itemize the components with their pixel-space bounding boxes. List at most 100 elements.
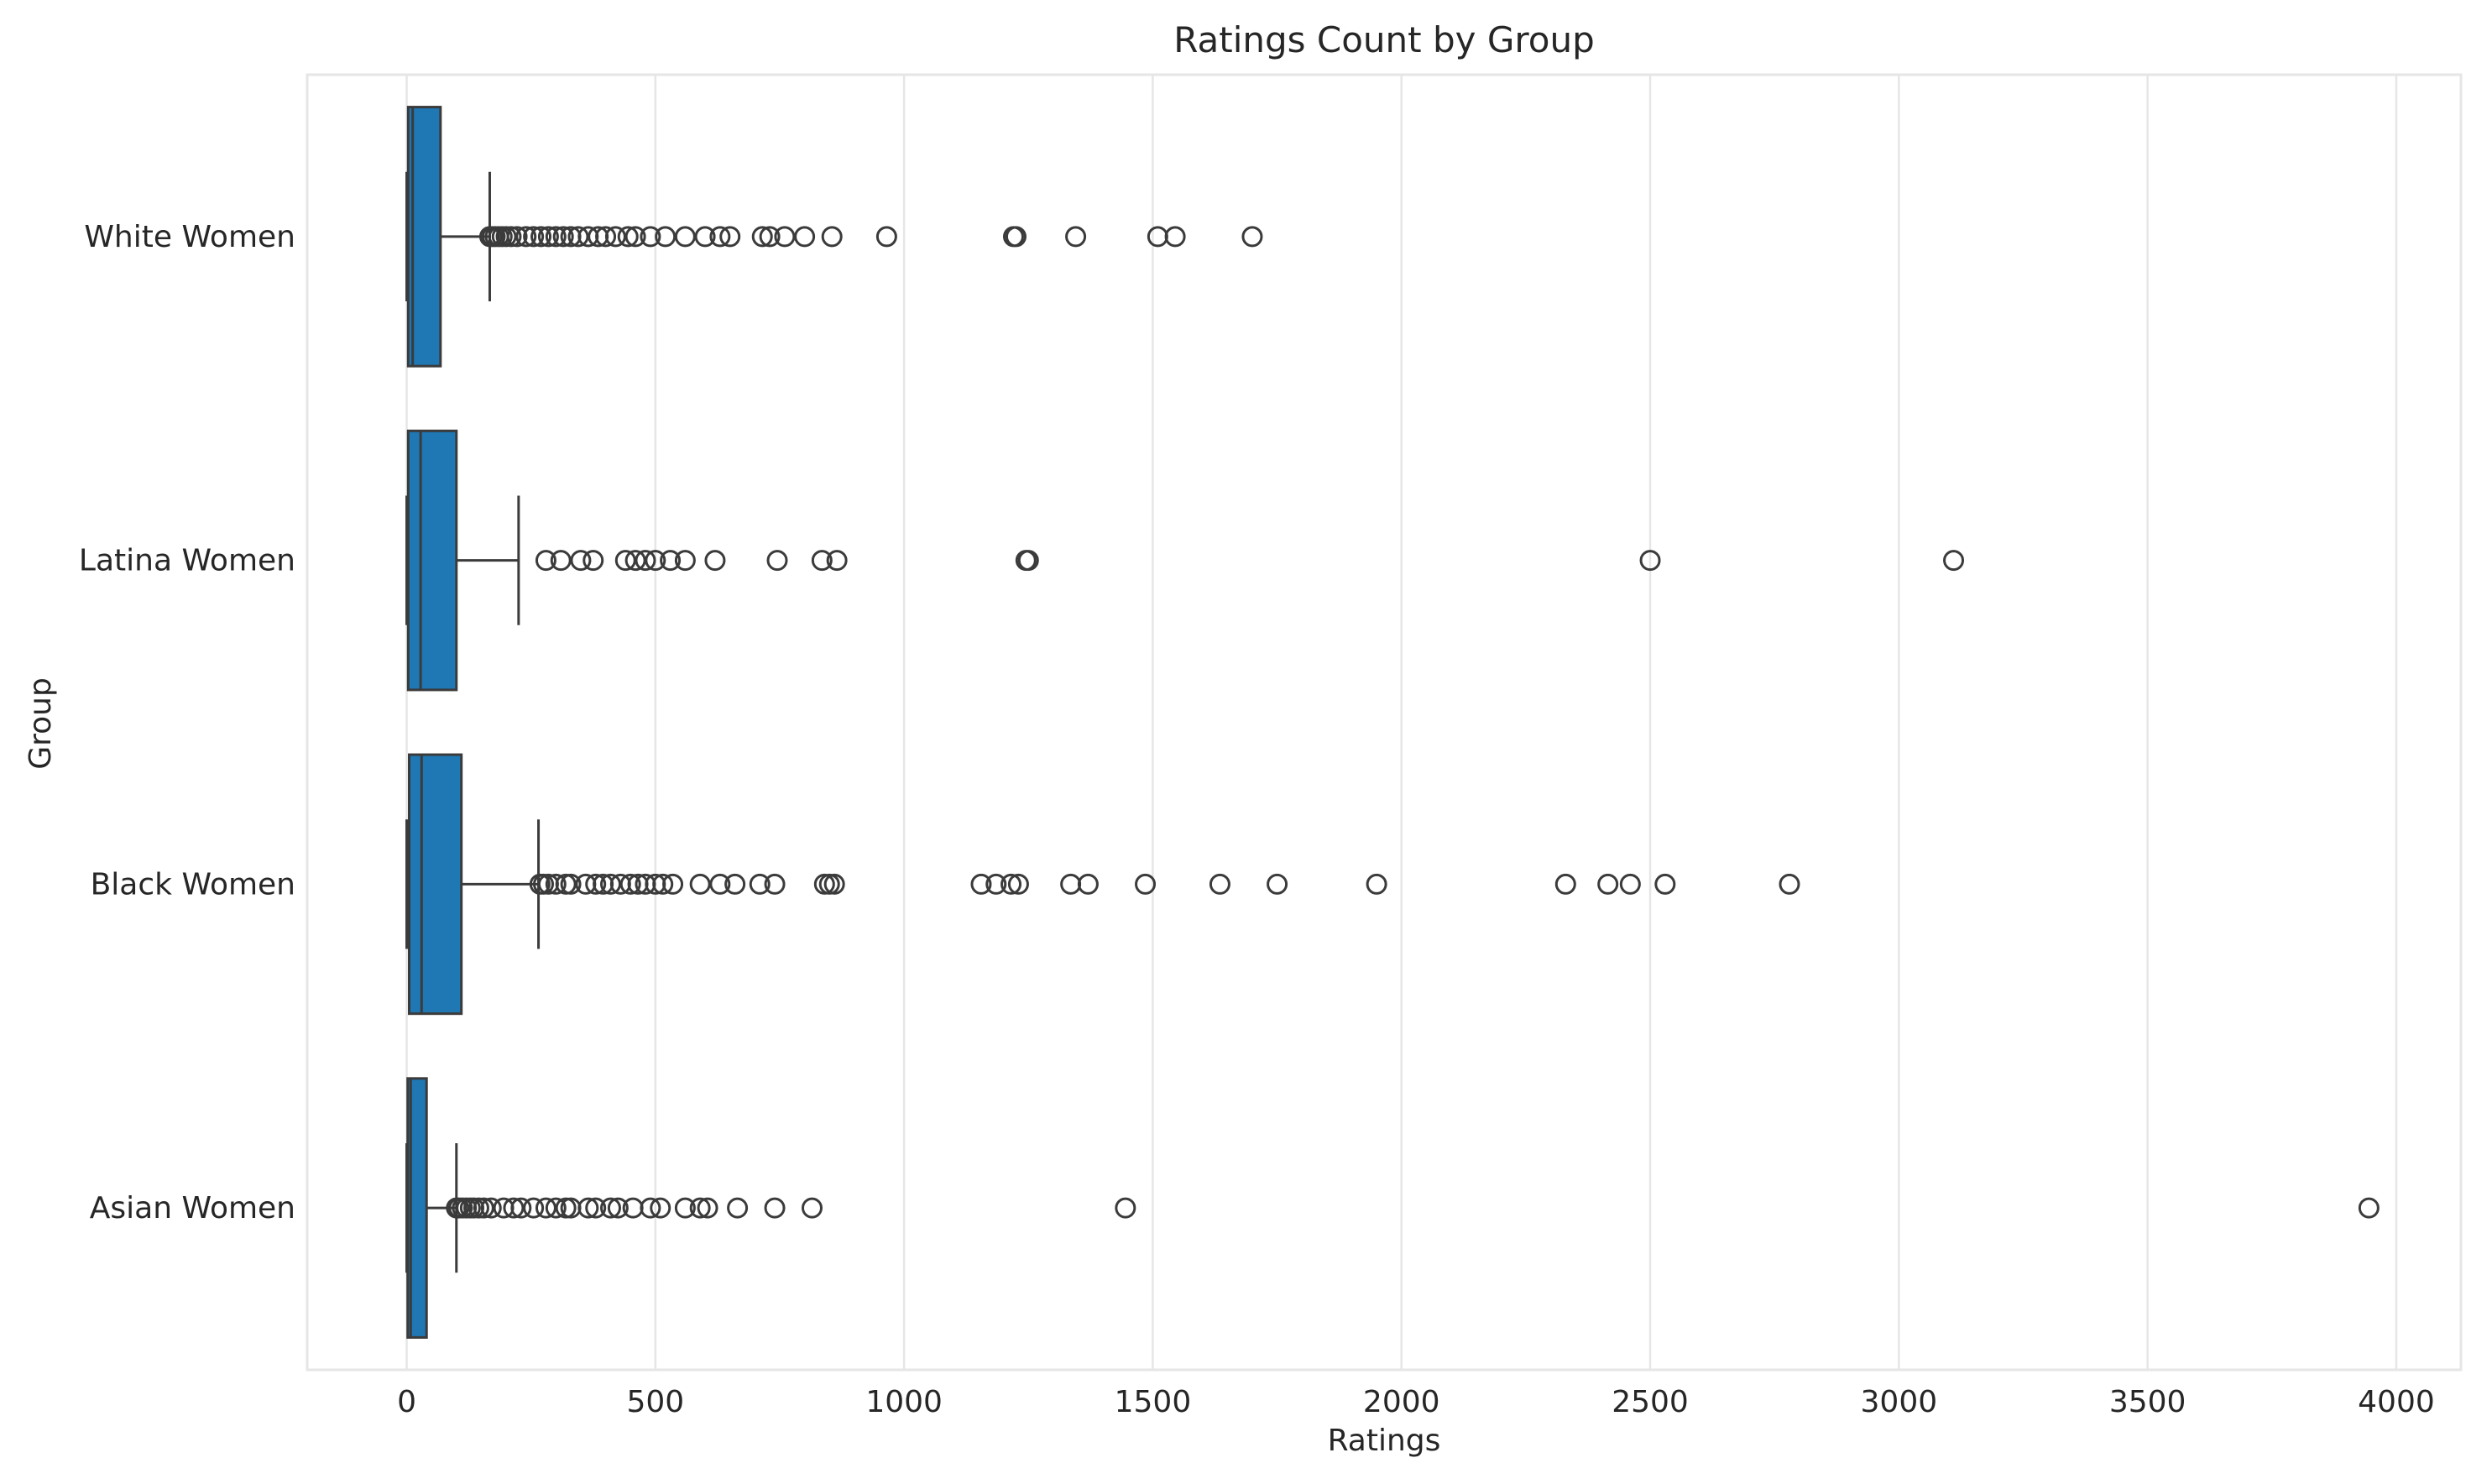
outlier-point <box>764 873 786 895</box>
outlier-point <box>652 873 674 895</box>
iqr-box <box>406 429 458 692</box>
outlier-point <box>560 873 582 895</box>
outlier-point <box>535 550 556 572</box>
outlier-point <box>1654 873 1676 895</box>
outlier-point <box>595 226 617 248</box>
box-series <box>405 106 2380 1339</box>
outlier-point <box>607 1197 629 1219</box>
x-tick-label: 3000 <box>1861 1385 1938 1419</box>
outlier-point <box>774 226 796 248</box>
outlier-point <box>1115 1197 1136 1219</box>
outlier-point <box>985 873 1007 895</box>
outlier-point <box>766 550 788 572</box>
outlier-point <box>1366 873 1387 895</box>
outlier-point <box>585 873 607 895</box>
y-category-label: Latina Women <box>79 544 295 578</box>
outlier-point <box>749 873 771 895</box>
outlier-point <box>689 873 711 895</box>
x-tick-label: 2500 <box>1612 1385 1689 1419</box>
outlier-point <box>530 226 552 248</box>
y-category-label: Asian Women <box>90 1191 295 1225</box>
outlier-point <box>599 873 621 895</box>
y-category-label: Black Women <box>91 867 295 901</box>
outlier-point <box>614 550 636 572</box>
x-tick-label: 4000 <box>2358 1385 2435 1419</box>
outlier-point <box>801 1197 823 1219</box>
outlier-point <box>545 226 567 248</box>
outlier-point <box>1597 873 1619 895</box>
outlier-point <box>662 873 684 895</box>
y-axis-label: Group <box>24 677 58 770</box>
outlier-point <box>1779 873 1800 895</box>
x-axis-ticks: 0 500 1000 1500 2000 2500 3000 3500 4000 <box>397 1385 2435 1419</box>
outlier-point <box>764 1197 786 1219</box>
outlier-point <box>617 226 639 248</box>
x-tick-label: 1500 <box>1115 1385 1192 1419</box>
outlier-point <box>583 550 604 572</box>
outlier-point <box>500 226 522 248</box>
outlier-point <box>1209 873 1230 895</box>
box-group <box>405 1077 2380 1339</box>
outlier-point <box>552 226 574 248</box>
outlier-point <box>645 550 666 572</box>
outlier-point <box>759 226 781 248</box>
outlier-point <box>570 550 592 572</box>
outlier-point <box>811 550 833 572</box>
outlier-point <box>1241 226 1263 248</box>
x-tick-label: 500 <box>626 1385 684 1419</box>
outlier-point <box>515 226 537 248</box>
plot-area <box>306 73 2463 1372</box>
outlier-point <box>545 1197 567 1219</box>
outlier-point <box>640 1197 661 1219</box>
outlier-point <box>1639 550 1661 572</box>
outlier-point <box>635 550 656 572</box>
y-axis-categories: White Women Latina Women Black Women Asian … <box>79 220 295 1225</box>
outlier-point <box>674 550 696 572</box>
chart-title: Ratings Count by Group <box>1173 19 1594 60</box>
iqr-box <box>407 753 463 1016</box>
outlier-point <box>1943 550 1965 572</box>
outlier-point <box>567 226 589 248</box>
outlier-point <box>1619 873 1641 895</box>
outlier-point <box>719 226 741 248</box>
outlier-point <box>640 226 661 248</box>
box-group <box>405 429 1965 692</box>
outlier-point <box>1065 226 1087 248</box>
outlier-point <box>1135 873 1157 895</box>
outlier-point <box>480 1197 502 1219</box>
outlier-point <box>523 226 545 248</box>
outlier-point <box>970 873 992 895</box>
outlier-point <box>545 873 567 895</box>
outlier-point <box>523 1197 545 1219</box>
outlier-point <box>655 226 677 248</box>
iqr-box <box>406 1077 428 1339</box>
outlier-point <box>503 1197 525 1219</box>
grid-lines <box>405 75 2398 1370</box>
box-group <box>405 106 1263 368</box>
outlier-point <box>709 873 731 895</box>
outlier-point <box>751 226 773 248</box>
outlier-point <box>724 873 746 895</box>
outlier-point <box>537 226 559 248</box>
outlier-point <box>650 1197 671 1219</box>
outlier-point <box>660 550 682 572</box>
outlier-point <box>823 873 845 895</box>
outlier-point <box>875 226 897 248</box>
outlier-point <box>694 226 716 248</box>
outlier-point <box>1554 873 1576 895</box>
outlier-point <box>1164 226 1186 248</box>
outlier-point <box>727 1197 749 1219</box>
outlier-point <box>689 1197 711 1219</box>
x-tick-label: 2000 <box>1363 1385 1440 1419</box>
outlier-point <box>506 226 528 248</box>
outlier-point <box>697 1197 718 1219</box>
outlier-point <box>1017 550 1039 572</box>
outlier-point <box>1007 873 1029 895</box>
outlier-point <box>585 1197 607 1219</box>
outlier-point <box>624 550 646 572</box>
outlier-point <box>826 550 848 572</box>
outlier-point <box>599 1197 621 1219</box>
outlier-point <box>674 226 696 248</box>
outlier-point <box>473 1197 494 1219</box>
